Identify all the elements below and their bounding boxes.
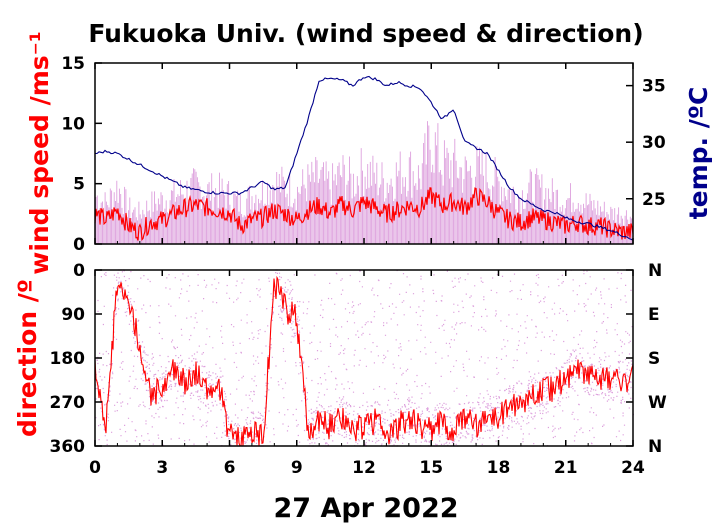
temperature-tick-label: 25 (642, 190, 666, 210)
compass-tick-label: S (648, 349, 660, 369)
hour-tick-label: 3 (156, 458, 168, 478)
temperature-tick-label: 35 (642, 77, 666, 97)
wind-speed-tick-label: 5 (73, 175, 85, 195)
wind-speed-line (94, 187, 634, 242)
top-panel-ticks: 0 5 10 15 25 30 35 (61, 54, 666, 255)
hour-tick-label: 18 (487, 458, 511, 478)
direction-axis-label: direction /º (13, 279, 42, 437)
hour-tick-label: 6 (224, 458, 236, 478)
temperature-axis-label: temp. /ºC (684, 87, 713, 220)
direction-line (94, 275, 634, 447)
bottom-panel-frame (94, 269, 634, 447)
direction-tick-label: 270 (50, 393, 86, 413)
chart-title: Fukuoka Univ. (wind speed & direction) (88, 19, 643, 48)
hour-tick-label: 9 (291, 458, 303, 478)
bottom-panel-ticks: 0 N 90 E 180 S 270 W 360 N 0 3 6 9 12 15 18 21 24 (50, 261, 668, 478)
compass-tick-label: E (648, 305, 660, 325)
wind-speed-axis-label: wind speed /ms⁻¹ (25, 31, 54, 275)
direction-tick-label: 360 (50, 437, 86, 457)
compass-tick-label: W (648, 393, 667, 413)
top-panel-lines (94, 75, 634, 242)
wind-speed-tick-label: 10 (61, 114, 85, 134)
wind-speed-tick-label: 15 (61, 54, 85, 74)
bottom-panel-lines (94, 275, 634, 447)
temperature-line (94, 75, 634, 241)
direction-tick-label: 180 (50, 349, 86, 369)
hour-tick-label: 12 (352, 458, 376, 478)
compass-tick-label: N (648, 437, 662, 457)
direction-tick-label: 90 (61, 305, 85, 325)
temperature-tick-label: 30 (642, 133, 666, 153)
hour-tick-label: 21 (554, 458, 578, 478)
compass-tick-label: N (648, 261, 662, 281)
wind-speed-tick-label: 0 (73, 235, 85, 255)
hour-tick-label: 0 (89, 458, 101, 478)
date-axis-label: 27 Apr 2022 (273, 493, 458, 524)
hour-tick-label: 24 (621, 458, 645, 478)
hour-tick-label: 15 (419, 458, 443, 478)
direction-tick-label: 0 (73, 261, 85, 281)
